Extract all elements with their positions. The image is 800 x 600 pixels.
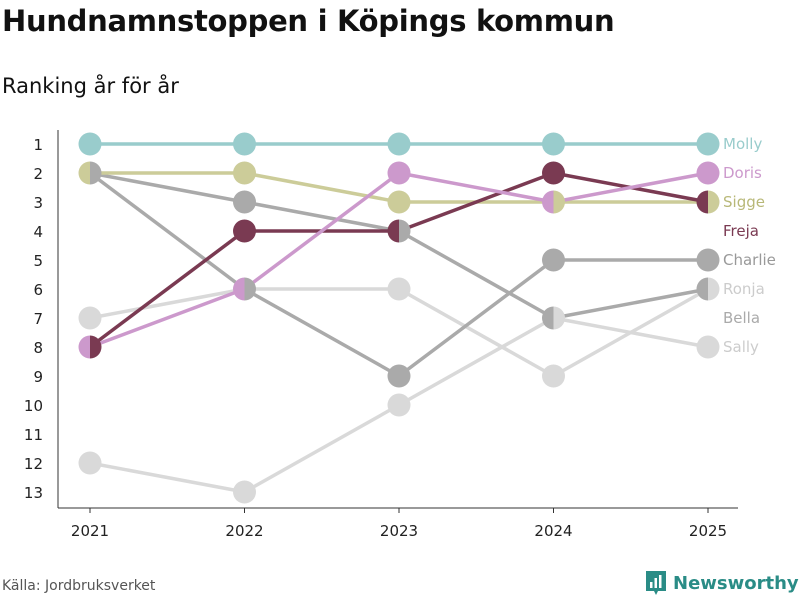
end-label-charlie: Charlie [723, 251, 776, 269]
source-note: Källa: Jordbruksverket [2, 578, 156, 594]
series-line-bella [89, 287, 709, 378]
data-point-doris [387, 161, 411, 185]
data-point-bella [387, 277, 411, 301]
end-label-sally: Sally [723, 338, 759, 356]
data-point-ronja [696, 248, 720, 272]
chart-title: Hundnamnstoppen i Köpings kommun [2, 4, 615, 38]
data-point-doris [233, 277, 245, 301]
y-tick-label: 2 [33, 165, 43, 183]
data-point-sally [387, 393, 411, 417]
y-tick-label: 12 [24, 455, 43, 473]
y-tick-label: 7 [33, 310, 43, 328]
data-point-sally [233, 480, 256, 504]
data-point-charlie [90, 161, 102, 185]
y-tick-label: 11 [24, 426, 43, 444]
brand-name: Newsworthy [673, 572, 799, 594]
x-tick-label: 2024 [534, 522, 572, 540]
end-label-doris: Doris [723, 164, 762, 182]
data-point-ronja [387, 364, 411, 388]
end-label-molly: Molly [723, 135, 762, 153]
y-tick-label: 13 [24, 484, 43, 502]
data-point-doris [696, 161, 720, 185]
data-point-sally [78, 451, 102, 475]
data-point-doris [542, 190, 554, 214]
data-point-bella [78, 306, 102, 330]
y-tick-label: 8 [33, 339, 43, 357]
data-point-ronja [244, 277, 256, 301]
y-tick-label: 4 [33, 223, 43, 241]
data-point-molly [387, 132, 411, 156]
series-points [78, 132, 720, 504]
y-tick-label: 1 [33, 136, 43, 154]
data-point-molly [233, 132, 256, 156]
data-point-bella [542, 364, 565, 388]
y-tick-label: 9 [33, 368, 43, 386]
end-label-sigge: Sigge [723, 193, 765, 211]
data-point-freja [542, 161, 565, 185]
data-point-freja [387, 219, 399, 243]
data-point-charlie [233, 190, 256, 214]
end-label-bella: Bella [723, 309, 760, 327]
y-tick-label: 6 [33, 281, 43, 299]
end-label-ronja: Ronja [723, 280, 765, 298]
data-point-molly [542, 132, 565, 156]
y-tick-label: 10 [24, 397, 43, 415]
x-tick-label: 2023 [380, 522, 418, 540]
data-point-freja [90, 335, 102, 359]
x-tick-label: 2022 [225, 522, 263, 540]
data-point-ronja [542, 248, 565, 272]
end-labels: Molly Doris Sigge Freja Charlie Ronja Bella Sal… [723, 135, 776, 356]
data-point-charlie [399, 219, 411, 243]
data-point-sigge [553, 190, 565, 214]
data-point-sigge [387, 190, 411, 214]
data-point-molly [696, 132, 720, 156]
brand[interactable]: Newsworthy [645, 570, 799, 596]
y-tick-label: 3 [33, 194, 43, 212]
chart-subtitle: Ranking år för år [2, 74, 179, 98]
data-point-freja [696, 190, 708, 214]
data-point-charlie [696, 277, 708, 301]
data-point-charlie [542, 306, 554, 330]
data-point-sigge [708, 190, 720, 214]
y-tick-label: 5 [33, 252, 43, 270]
data-point-bella [708, 277, 720, 301]
x-tick-label: 2021 [71, 522, 109, 540]
data-point-freja [233, 219, 256, 243]
end-label-freja: Freja [723, 222, 759, 240]
newsworthy-logo-icon [646, 571, 666, 595]
data-point-sigge [233, 161, 256, 185]
x-tick-label: 2025 [689, 522, 727, 540]
data-point-molly [78, 132, 102, 156]
data-point-doris [78, 335, 90, 359]
data-point-sigge [78, 161, 90, 185]
data-point-sally [553, 306, 565, 330]
data-point-sally [696, 335, 720, 359]
